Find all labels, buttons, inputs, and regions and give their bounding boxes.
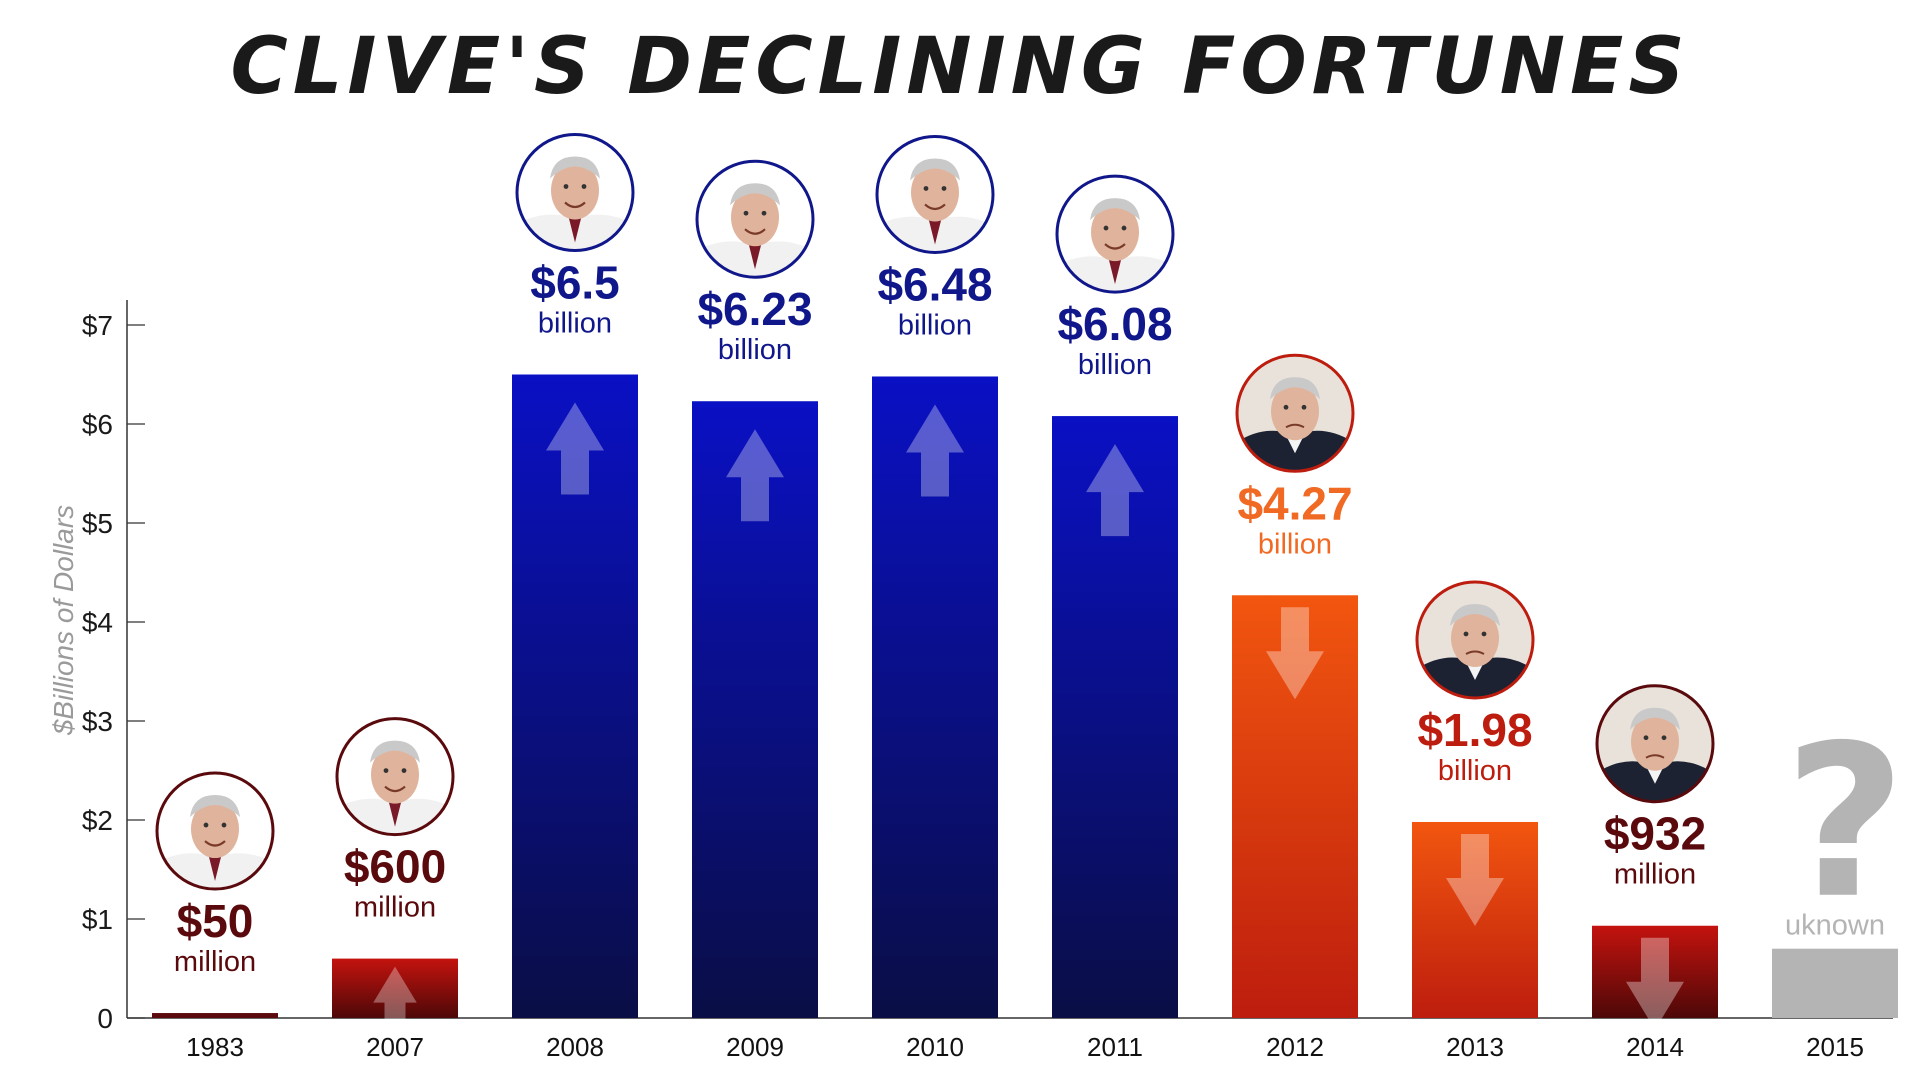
x-tick-label: 2009	[726, 1032, 784, 1062]
x-tick-label: 1983	[186, 1032, 244, 1062]
x-tick-label: 2007	[366, 1032, 424, 1062]
portrait-sad-icon	[1235, 353, 1355, 473]
value-unit-label: billion	[898, 309, 972, 341]
arrow-up-icon	[1086, 444, 1144, 537]
value-unit-label: billion	[718, 334, 792, 366]
bar	[1412, 821, 1538, 1018]
portrait-happy-icon	[1055, 174, 1175, 294]
value-unit-label: billion	[1258, 528, 1332, 560]
arrow-down-icon	[1446, 833, 1504, 926]
arrow-down-icon	[1266, 607, 1324, 700]
portrait-happy-icon	[695, 159, 815, 279]
y-tick-label: $2	[82, 805, 113, 836]
value-amount-label: $6.5	[530, 257, 620, 309]
y-tick-label: $5	[82, 508, 113, 539]
bar	[1232, 595, 1358, 1018]
bar	[152, 1013, 278, 1018]
value-unit-label: million	[1614, 859, 1696, 891]
bar	[1052, 416, 1178, 1019]
bar	[1772, 948, 1898, 1018]
x-tick-label: 2010	[906, 1032, 964, 1062]
value-amount-label: $6.23	[697, 283, 812, 335]
arrow-up-icon	[373, 966, 417, 1036]
portrait-happy-icon	[335, 717, 455, 837]
value-amount-label: $6.48	[877, 258, 992, 310]
value-amount-label: $4.27	[1237, 477, 1352, 529]
y-tick-label: $1	[82, 904, 113, 935]
value-amount-label: $600	[344, 841, 446, 893]
portrait-sad-icon	[1595, 684, 1715, 804]
x-tick-label: 2012	[1266, 1032, 1324, 1062]
y-tick-label: $3	[82, 706, 113, 737]
arrow-up-icon	[726, 429, 784, 522]
bar	[512, 374, 638, 1018]
value-unit-label: billion	[1438, 755, 1512, 787]
x-tick-label: 2013	[1446, 1032, 1504, 1062]
value-amount-label: $6.08	[1057, 298, 1172, 350]
value-amount-label: $932	[1604, 808, 1706, 860]
bar	[332, 958, 458, 1018]
y-tick-label: $7	[82, 310, 113, 341]
portrait-happy-icon	[515, 133, 635, 252]
value-unit-label: billion	[538, 308, 612, 340]
value-unit-label: uknown	[1785, 910, 1885, 942]
x-tick-label: 2015	[1806, 1032, 1864, 1062]
chart-title: CLIVE'S DECLINING FORTUNES	[230, 22, 1690, 112]
portrait-happy-icon	[875, 134, 995, 254]
value-unit-label: million	[354, 892, 436, 924]
arrow-up-icon	[906, 404, 964, 497]
y-tick-label: $4	[82, 607, 113, 638]
arrow-down-icon	[1626, 937, 1684, 1030]
bar	[1592, 925, 1718, 1018]
x-tick-label: 2008	[546, 1032, 604, 1062]
value-amount-label: $1.98	[1417, 704, 1532, 756]
value-unit-label: million	[174, 946, 256, 978]
value-unit-label: billion	[1078, 349, 1152, 381]
x-tick-label: 2011	[1087, 1032, 1143, 1062]
portrait-sad-icon	[1415, 580, 1535, 700]
portrait-happy-icon	[155, 771, 275, 891]
arrow-up-icon	[546, 402, 604, 495]
y-tick-label: 0	[97, 1003, 113, 1034]
x-tick-label: 2014	[1626, 1032, 1684, 1062]
y-tick-label: $6	[82, 409, 113, 440]
value-amount-label: $50	[177, 895, 254, 947]
bar	[692, 401, 818, 1019]
bar	[872, 376, 998, 1019]
question-mark-label: ?	[1784, 700, 1906, 945]
